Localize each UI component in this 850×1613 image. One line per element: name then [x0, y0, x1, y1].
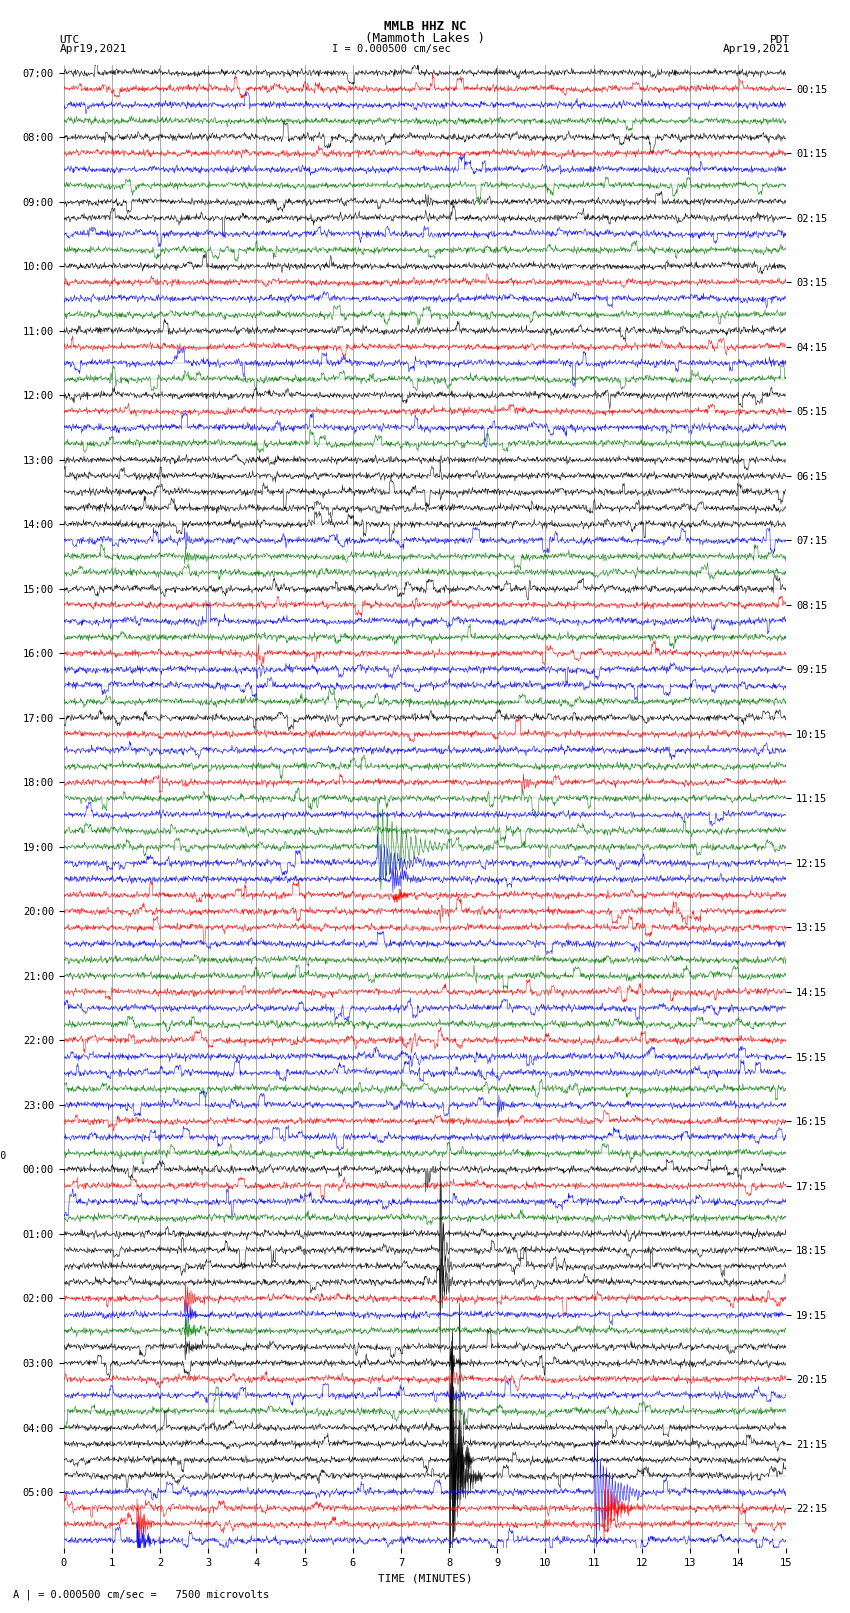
Text: UTC: UTC: [60, 35, 80, 45]
Text: MMLB HHZ NC: MMLB HHZ NC: [383, 19, 467, 34]
Text: Apr19,2021: Apr19,2021: [60, 44, 127, 55]
X-axis label: TIME (MINUTES): TIME (MINUTES): [377, 1574, 473, 1584]
Text: (Mammoth Lakes ): (Mammoth Lakes ): [365, 32, 485, 45]
Text: I = 0.000500 cm/sec: I = 0.000500 cm/sec: [332, 44, 450, 53]
Text: A | = 0.000500 cm/sec =   7500 microvolts: A | = 0.000500 cm/sec = 7500 microvolts: [13, 1589, 269, 1600]
Text: PDT: PDT: [770, 35, 790, 45]
Text: Apr 20: Apr 20: [0, 1152, 6, 1161]
Text: Apr19,2021: Apr19,2021: [723, 44, 791, 55]
